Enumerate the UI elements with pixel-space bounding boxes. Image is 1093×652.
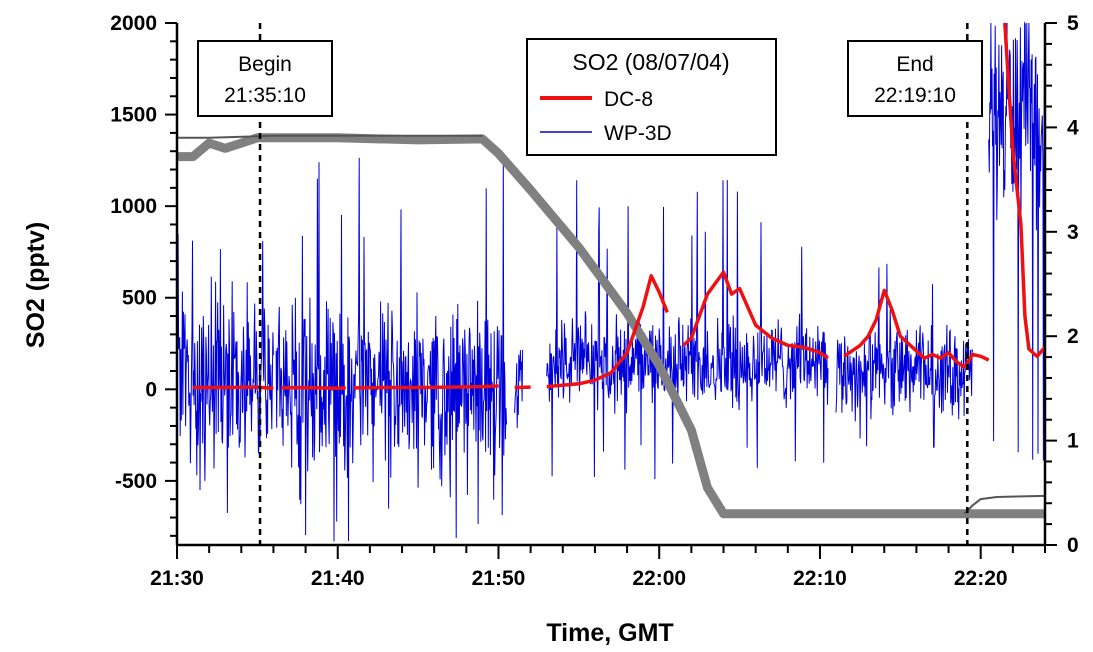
begin-time: 21:35:10 [224, 84, 306, 107]
x-tick-label: 21:40 [311, 567, 365, 590]
marker-lines [258, 23, 969, 545]
end-annotation: End 22:19:10 [847, 40, 983, 117]
end-box [847, 40, 983, 117]
legend: SO2 (08/07/04) DC-8 WP-3D [526, 38, 777, 156]
dc8-segment-5 [682, 270, 829, 360]
dc8-segment-7 [1003, 22, 1047, 359]
y-tick-label: 1500 [110, 104, 157, 127]
dc8-segment-0 [193, 385, 274, 391]
y-tick-label: 2000 [110, 12, 157, 35]
dc8-segment-1 [281, 385, 346, 390]
y2-tick-label: 0 [1067, 534, 1079, 557]
end-label: End [896, 53, 933, 76]
dc8-segment-6 [843, 288, 990, 370]
wp3d-segment-0 [176, 233, 274, 513]
wp3d-series [176, 21, 1046, 542]
y2-tick-label: 2 [1067, 325, 1079, 348]
altitude-series [177, 133, 1046, 519]
x-tick-label: 22:10 [793, 567, 847, 590]
dc8-series [193, 22, 1047, 391]
y-tick-label: 500 [122, 287, 157, 310]
begin-label: Begin [238, 53, 292, 76]
wp3d-segment-1 [275, 152, 507, 542]
x-tick-label: 22:20 [954, 567, 1008, 590]
y-tick-label: 0 [145, 378, 157, 401]
y2-tick-label: 4 [1067, 116, 1079, 139]
y-tick-label: 1000 [110, 195, 157, 218]
begin-box [197, 40, 333, 117]
x-tick-label: 22:00 [632, 567, 686, 590]
dc8-segment-2 [353, 384, 499, 390]
wp3d-segment-2 [514, 349, 524, 429]
y-tick-label: -500 [115, 470, 157, 493]
dc8-segment-4 [546, 274, 669, 389]
x-axis: 21:30 21:40 21:50 22:00 22:10 22:20 [150, 545, 1046, 590]
x-tick-label: 21:50 [472, 567, 526, 590]
y2-tick-label: 5 [1067, 12, 1079, 35]
altitude-line [177, 133, 1045, 519]
x-axis-title: Time, GMT [546, 619, 673, 647]
y-axis-left: -500 0 500 1000 1500 2000 [110, 12, 177, 537]
y2-tick-label: 3 [1067, 221, 1079, 244]
wp3d-segment-3 [546, 180, 829, 480]
y-axis-right: 0 1 2 3 4 5 [1045, 12, 1079, 557]
altitude-thin-line-0 [177, 134, 483, 139]
altitude-thin-line-1 [963, 494, 1046, 515]
y2-tick-label: 1 [1067, 430, 1079, 453]
begin-annotation: Begin 21:35:10 [197, 40, 333, 117]
plot-frame [175, 23, 1047, 547]
wp3d-segment-5 [988, 21, 1046, 461]
legend-title: SO2 (08/07/04) [572, 49, 729, 75]
legend-label-wp3d: WP-3D [604, 122, 672, 145]
y-axis-title: SO2 (pptv) [22, 222, 50, 348]
end-time: 22:19:10 [874, 84, 956, 107]
wp3d-segment-4 [835, 263, 974, 448]
legend-label-dc8: DC-8 [604, 88, 653, 111]
x-tick-label: 21:30 [150, 567, 204, 590]
